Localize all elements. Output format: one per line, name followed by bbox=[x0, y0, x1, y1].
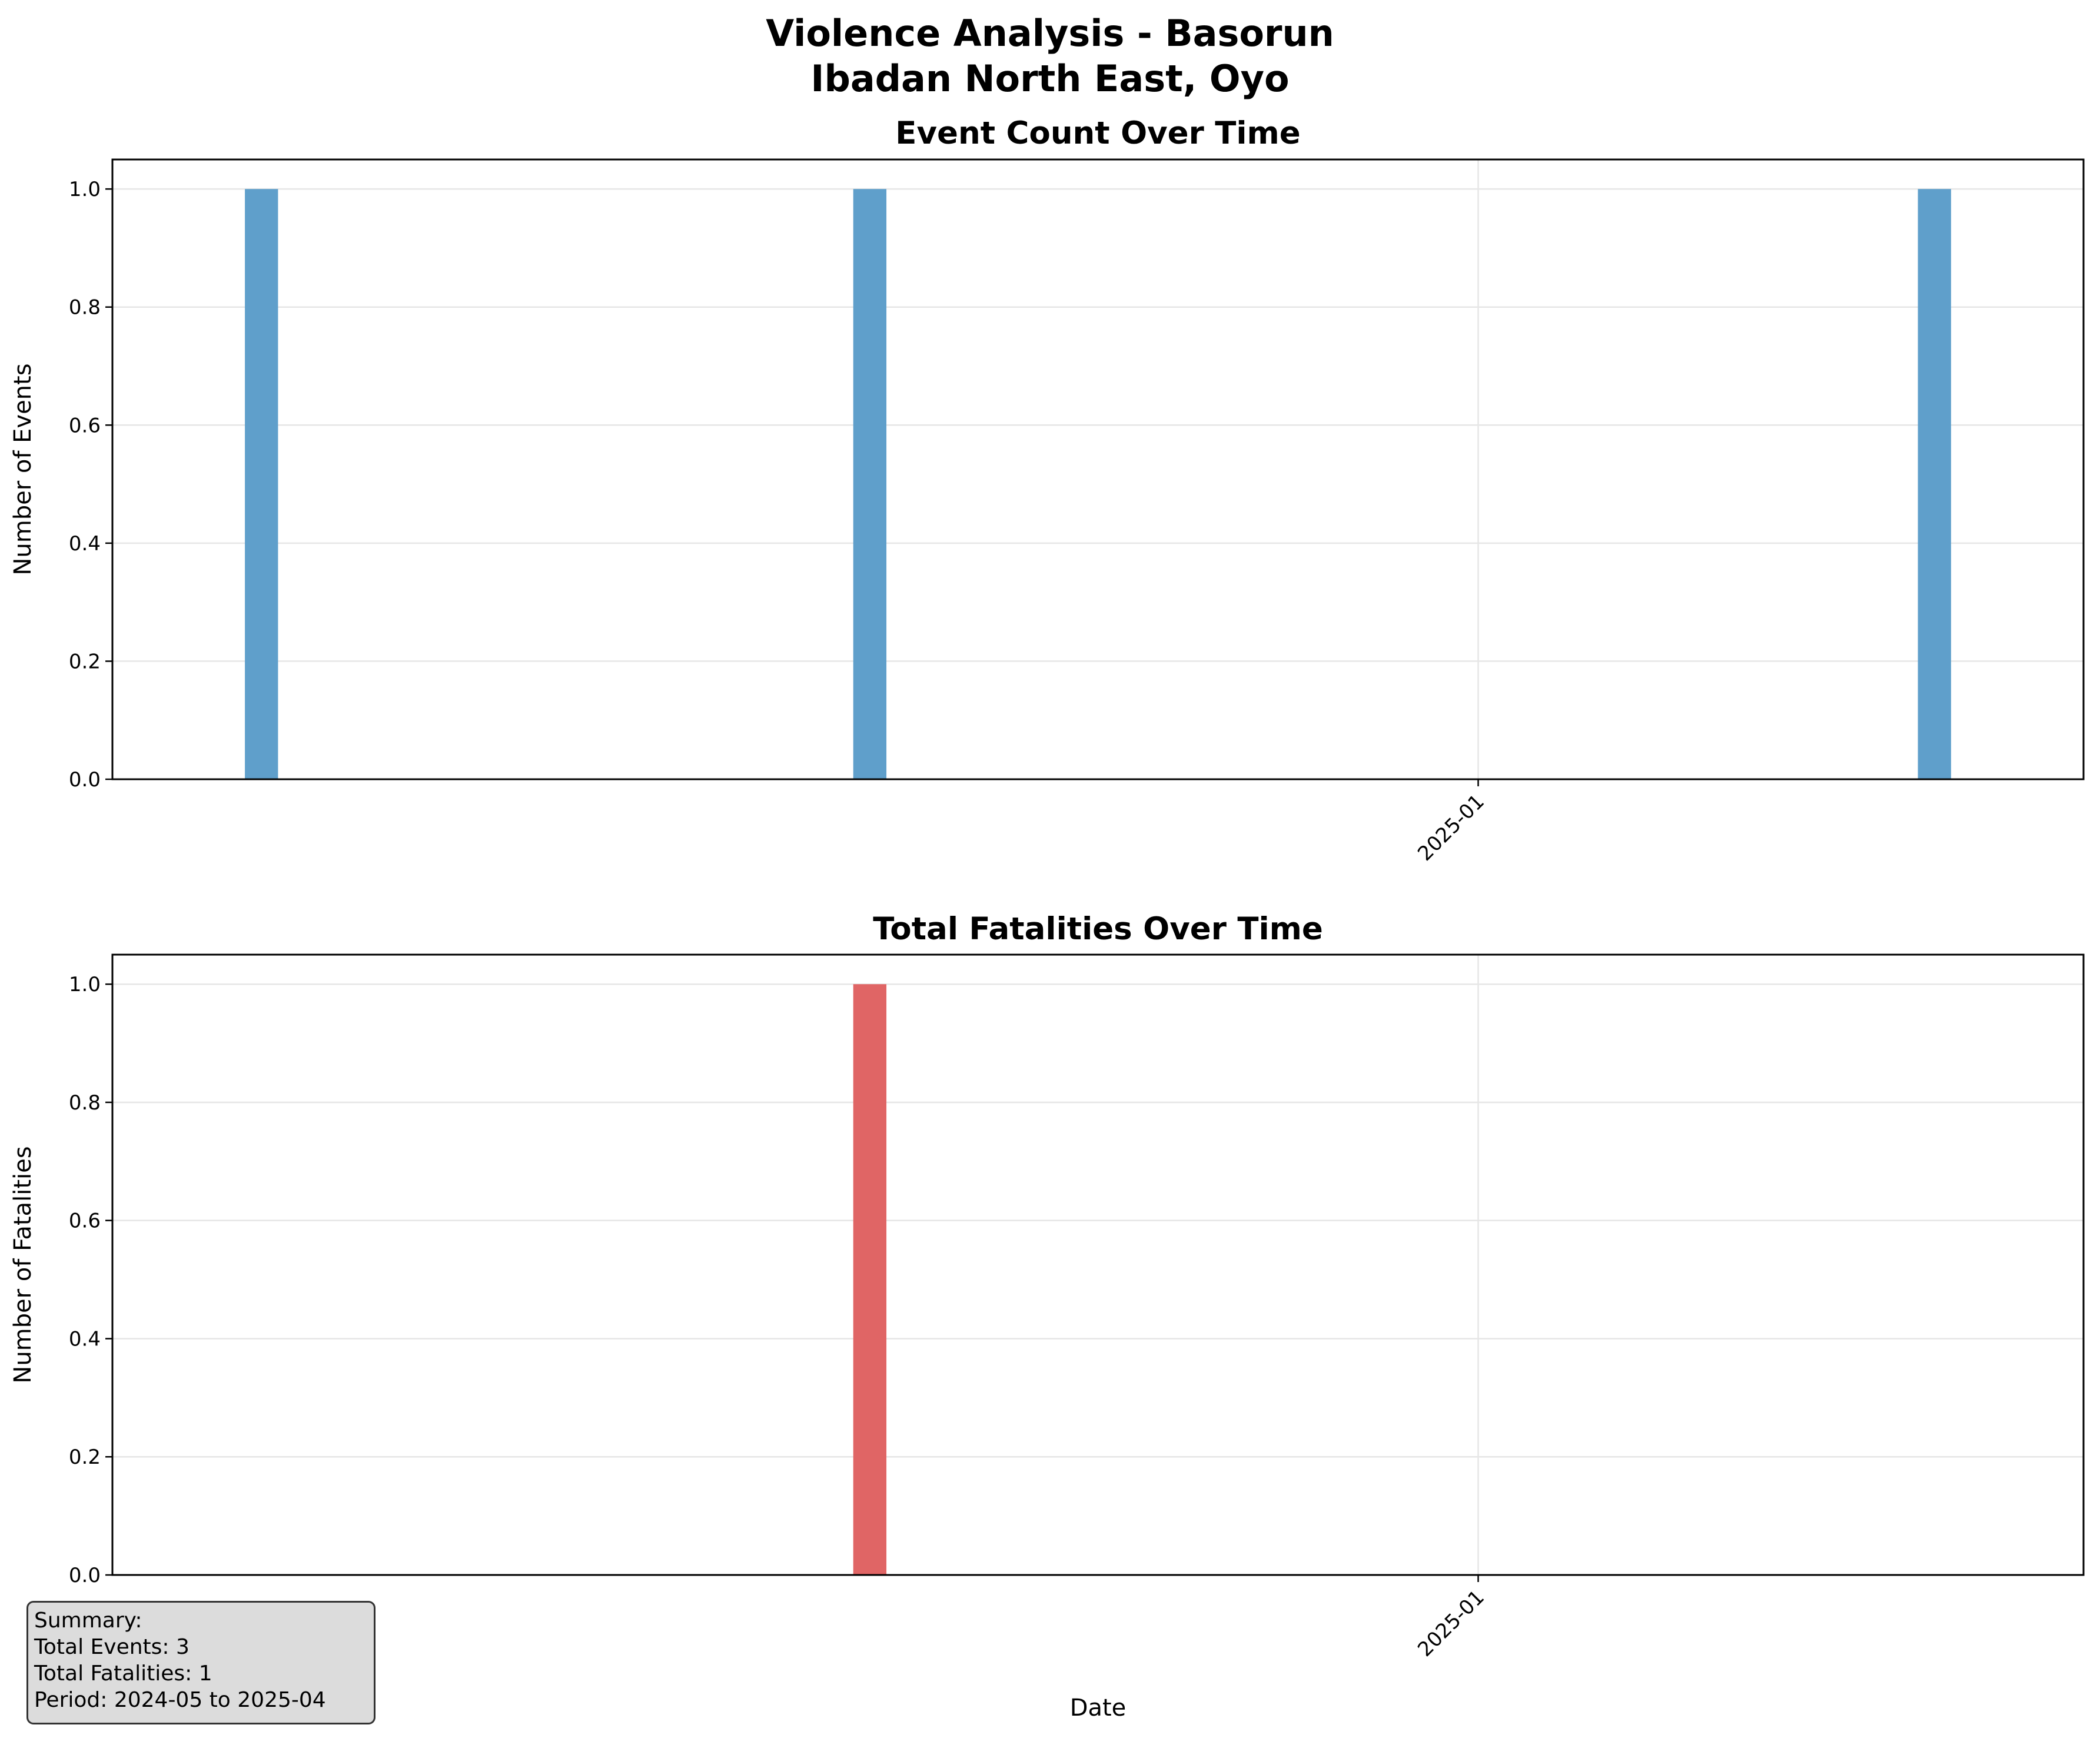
bar-2024-09 bbox=[853, 189, 887, 780]
fatalities-chart-panel: 0.0 0.2 0.4 0.6 0.8 1.0 2025-01 Total Fatalitie… bbox=[9, 911, 2085, 1722]
figure-title-line1: Violence Analysis - Basorun bbox=[766, 12, 1334, 55]
y-tick-label: 0.0 bbox=[69, 1564, 101, 1587]
y-tick-label: 0.2 bbox=[69, 1445, 101, 1469]
y-axis-label: Number of Fatalities bbox=[9, 1146, 36, 1383]
x-tick-label: 2025-01 bbox=[1413, 1586, 1489, 1661]
y-tick-label: 0.6 bbox=[69, 414, 101, 437]
summary-period: Period: 2024-05 to 2025-04 bbox=[34, 1688, 326, 1712]
figure-title-line2: Ibadan North East, Oyo bbox=[810, 57, 1289, 100]
y-tick-label: 0.6 bbox=[69, 1209, 101, 1233]
y-tick-label: 0.8 bbox=[69, 1091, 101, 1115]
summary-total-fatalities: Total Fatalities: 1 bbox=[34, 1661, 212, 1686]
y-tick-label: 0.2 bbox=[69, 650, 101, 673]
y-tick-label: 1.0 bbox=[69, 973, 101, 996]
y-tick-label: 1.0 bbox=[69, 178, 101, 201]
y-axis-label: Number of Events bbox=[9, 363, 36, 575]
chart-title: Event Count Over Time bbox=[895, 115, 1300, 151]
bar-2024-05 bbox=[245, 189, 278, 780]
bar-2025-04 bbox=[1918, 189, 1951, 780]
plot-frame bbox=[111, 953, 2085, 1576]
summary-total-events: Total Events: 3 bbox=[34, 1635, 190, 1659]
summary-box: Summary: Total Events: 3 Total Fatalitie… bbox=[26, 1601, 376, 1724]
events-chart-panel: 0.0 0.2 0.4 0.6 0.8 1.0 2025-01 Event Count Ove… bbox=[9, 115, 2085, 866]
y-tick-label: 0.4 bbox=[69, 532, 101, 556]
y-tick-label: 0.8 bbox=[69, 296, 101, 320]
plot-frame bbox=[111, 158, 2085, 780]
summary-heading: Summary: bbox=[34, 1609, 142, 1633]
bar-2024-09 bbox=[853, 984, 887, 1575]
y-tick-label: 0.4 bbox=[69, 1327, 101, 1351]
chart-title: Total Fatalities Over Time bbox=[873, 911, 1323, 947]
x-tick-label: 2025-01 bbox=[1413, 790, 1489, 866]
y-tick-label: 0.0 bbox=[69, 768, 101, 792]
x-axis-label: Date bbox=[1070, 1694, 1127, 1722]
